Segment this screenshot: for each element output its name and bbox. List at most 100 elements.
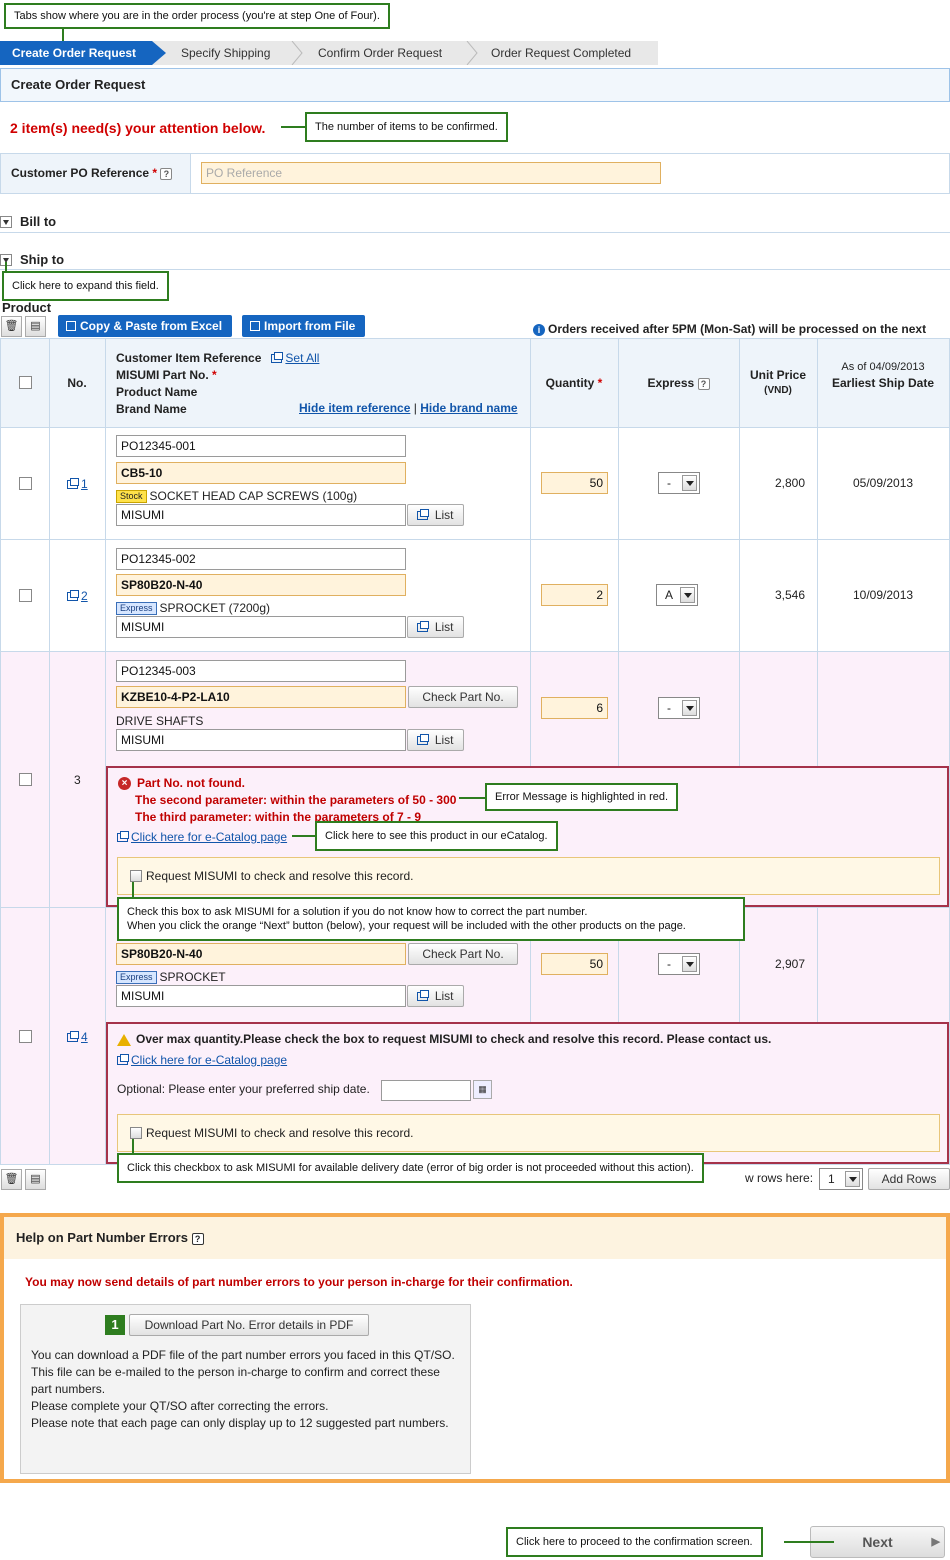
- ecatalog-link-text[interactable]: Click here for e-Catalog page: [131, 1053, 288, 1067]
- import-file-button[interactable]: Import from File: [242, 315, 366, 337]
- tab-specify-shipping[interactable]: Specify Shipping: [181, 46, 271, 60]
- row-3-check-part-button[interactable]: Check Part No.: [408, 686, 518, 708]
- set-all-link[interactable]: Set All: [285, 351, 320, 365]
- row-1-checkbox[interactable]: [19, 477, 32, 490]
- row-3-list-button[interactable]: List: [407, 729, 464, 751]
- row-4-price: 2,907: [775, 957, 806, 971]
- folder-icon[interactable]: ▤: [25, 316, 46, 337]
- row-3-checkbox[interactable]: [19, 773, 32, 786]
- select-all-checkbox[interactable]: [19, 376, 32, 389]
- trash-icon[interactable]: 🗑: [1, 1169, 22, 1190]
- row-4-request-box[interactable]: Request MISUMI to check and resolve this…: [117, 1114, 940, 1152]
- po-reference-row: Customer PO Reference * ? PO Reference: [0, 153, 950, 194]
- row-1-ref-input[interactable]: PO12345-001: [116, 435, 406, 457]
- row-2-brand-input[interactable]: MISUMI: [116, 616, 406, 638]
- row-4-express-select[interactable]: -: [658, 953, 700, 975]
- row-4-ecatalog-link[interactable]: Click here for e-Catalog page: [117, 1053, 287, 1067]
- row-number-link[interactable]: 1: [81, 477, 88, 491]
- row-4-part-input[interactable]: SP80B20-N-40: [116, 943, 406, 965]
- callout-line: [132, 882, 134, 898]
- row-1-quantity-input[interactable]: 50: [541, 472, 608, 494]
- row-4-check-part-button[interactable]: Check Part No.: [408, 943, 518, 965]
- tab-create-order[interactable]: Create Order Request: [0, 41, 152, 65]
- chevron-down-icon: [680, 587, 695, 603]
- row-4-number[interactable]: 4: [67, 1030, 88, 1044]
- row-2-list-button[interactable]: List: [407, 616, 464, 638]
- help-download-box: 1 Download Part No. Error details in PDF…: [20, 1304, 471, 1474]
- row-1-brand-input[interactable]: MISUMI: [116, 504, 406, 526]
- row-3-request-checkbox[interactable]: [130, 870, 142, 882]
- row-2-quantity-input[interactable]: 2: [541, 584, 608, 606]
- row-4-ship-date-input[interactable]: [381, 1080, 471, 1101]
- row-3-request-box[interactable]: Request MISUMI to check and resolve this…: [117, 857, 940, 895]
- window-icon: [417, 734, 430, 746]
- row-4-request-checkbox[interactable]: [130, 1127, 142, 1139]
- help-icon[interactable]: ?: [191, 1232, 204, 1245]
- row-1-part-input[interactable]: CB5-10: [116, 462, 406, 484]
- callout-check-box: Check this box to ask MISUMI for a solut…: [117, 897, 745, 941]
- ecatalog-link-text[interactable]: Click here for e-Catalog page: [131, 830, 288, 844]
- callout-proceed: Click here to proceed to the confirmatio…: [506, 1527, 763, 1557]
- list-label: List: [434, 989, 454, 1003]
- add-rows-button[interactable]: Add Rows: [868, 1168, 950, 1190]
- tab-order-completed[interactable]: Order Request Completed: [491, 46, 632, 60]
- row-4-list-button[interactable]: List: [407, 985, 464, 1007]
- header-brand-name: Brand Name: [116, 402, 187, 416]
- col-divider: [739, 339, 740, 1164]
- row-1-list-button[interactable]: List: [407, 504, 464, 526]
- hide-links: Hide item reference | Hide brand name: [299, 401, 518, 415]
- calendar-icon[interactable]: ▦: [473, 1080, 492, 1099]
- window-icon: [417, 990, 430, 1002]
- po-reference-input[interactable]: PO Reference: [201, 162, 661, 184]
- window-icon: [67, 1031, 79, 1043]
- row-4-checkbox[interactable]: [19, 1030, 32, 1043]
- bill-to-toggle[interactable]: Bill to: [0, 214, 56, 229]
- hide-brand-link[interactable]: Hide brand name: [420, 401, 518, 415]
- row-number-link[interactable]: 2: [81, 589, 88, 603]
- rows-count-select[interactable]: 1: [819, 1168, 863, 1190]
- callout-line: [281, 126, 305, 128]
- window-icon: [67, 590, 79, 602]
- help-icon[interactable]: ?: [160, 167, 173, 180]
- row-3-brand-input[interactable]: MISUMI: [116, 729, 406, 751]
- tab-confirm-order[interactable]: Confirm Order Request: [318, 46, 443, 60]
- row-1-number[interactable]: 1: [67, 477, 88, 491]
- row-number-link[interactable]: 4: [81, 1030, 88, 1044]
- request-text: Request MISUMI to check and resolve this…: [146, 1126, 414, 1140]
- row-3-part-input[interactable]: KZBE10-4-P2-LA10: [116, 686, 406, 708]
- row-1-product-name: Stock SOCKET HEAD CAP SCREWS (100g): [116, 489, 357, 504]
- product-label: Product: [2, 300, 52, 315]
- row-2-ref-input[interactable]: PO12345-002: [116, 548, 406, 570]
- help-icon[interactable]: ?: [697, 377, 710, 390]
- row-3-ecatalog-link[interactable]: Click here for e-Catalog page: [117, 830, 287, 844]
- row-3-express-select[interactable]: -: [658, 697, 700, 719]
- quantity-label: Quantity: [545, 376, 595, 390]
- help-line: You can download a PDF file of the part …: [31, 1348, 455, 1362]
- row-2-checkbox[interactable]: [19, 589, 32, 602]
- row-2-express-select[interactable]: A: [656, 584, 698, 606]
- callout-expand: Click here to expand this field.: [2, 271, 169, 301]
- callout-line: [292, 835, 316, 837]
- express-label: Express: [647, 376, 695, 390]
- row-2-number[interactable]: 2: [67, 589, 88, 603]
- window-icon: [417, 621, 430, 633]
- download-pdf-button[interactable]: Download Part No. Error details in PDF: [129, 1314, 369, 1336]
- row-3-quantity-input[interactable]: 6: [541, 697, 608, 719]
- row-1-express-select[interactable]: -: [658, 472, 700, 494]
- copy-paste-excel-button[interactable]: Copy & Paste from Excel: [58, 315, 233, 337]
- row-divider: [1, 651, 949, 652]
- trash-icon[interactable]: 🗑: [1, 316, 22, 337]
- col-header-product: Customer Item Reference Set All MISUMI P…: [116, 351, 320, 416]
- stock-badge: Stock: [116, 490, 147, 504]
- rows-label: w rows here:: [745, 1171, 814, 1185]
- callout-attention: The number of items to be confirmed.: [305, 112, 508, 142]
- ship-to-toggle[interactable]: Ship to: [0, 252, 64, 267]
- row-2-part-input[interactable]: SP80B20-N-40: [116, 574, 406, 596]
- row-4-quantity-input[interactable]: 50: [541, 953, 608, 975]
- row-4-brand-input[interactable]: MISUMI: [116, 985, 406, 1007]
- hide-item-ref-link[interactable]: Hide item reference: [299, 401, 411, 415]
- folder-icon[interactable]: ▤: [25, 1169, 46, 1190]
- expand-triangle-icon: [0, 216, 12, 228]
- callout-ecatalog: Click here to see this product in our eC…: [315, 821, 558, 851]
- row-3-ref-input[interactable]: PO12345-003: [116, 660, 406, 682]
